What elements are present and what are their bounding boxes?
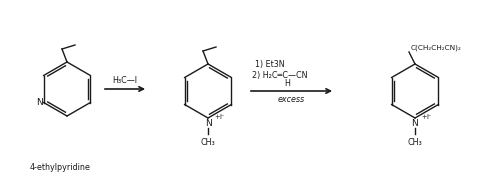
Text: +: + bbox=[421, 114, 426, 120]
Text: +: + bbox=[214, 114, 220, 120]
Text: excess: excess bbox=[278, 95, 305, 104]
Text: N: N bbox=[36, 98, 43, 107]
Text: 2) H₂C═C—CN: 2) H₂C═C—CN bbox=[252, 71, 307, 80]
Text: H₃C—I: H₃C—I bbox=[112, 76, 137, 85]
Text: H: H bbox=[284, 79, 290, 88]
Text: N: N bbox=[205, 119, 212, 128]
Text: I⁻: I⁻ bbox=[426, 114, 431, 120]
Text: C(CH₂CH₂CN)₂: C(CH₂CH₂CN)₂ bbox=[411, 44, 462, 51]
Text: 1) Et3N: 1) Et3N bbox=[255, 60, 285, 69]
Text: CH₃: CH₃ bbox=[201, 138, 215, 147]
Text: I⁻: I⁻ bbox=[219, 114, 225, 120]
Text: N: N bbox=[411, 119, 418, 128]
Text: CH₃: CH₃ bbox=[408, 138, 423, 147]
Text: 4-ethylpyridine: 4-ethylpyridine bbox=[30, 163, 91, 172]
